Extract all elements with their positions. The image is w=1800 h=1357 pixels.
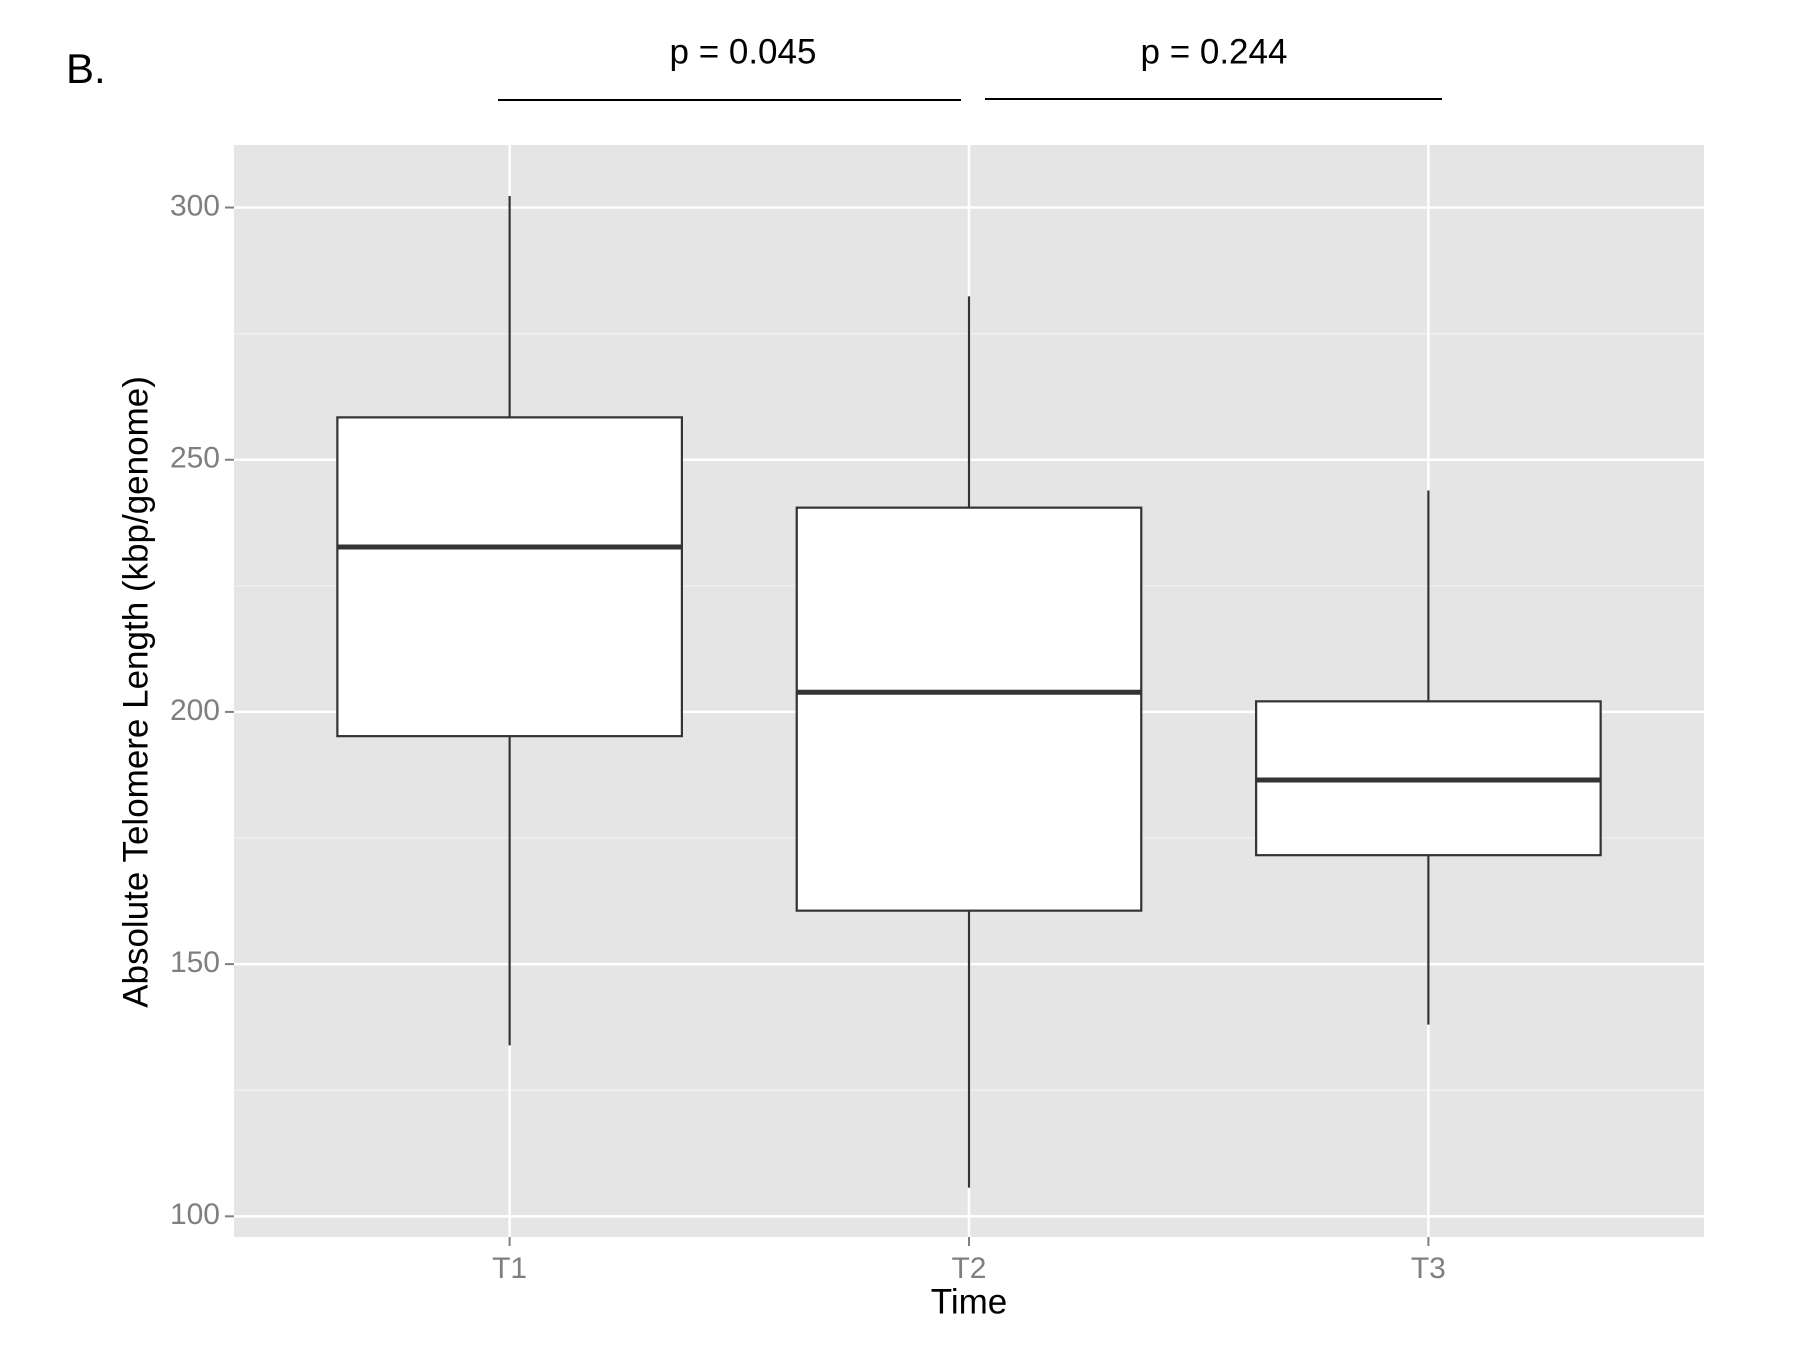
box xyxy=(795,506,1143,912)
y-tick-label: 100 xyxy=(170,1198,220,1231)
box xyxy=(336,416,683,738)
x-tick-label: T2 xyxy=(951,1252,986,1285)
x-axis-label: Time xyxy=(931,1282,1007,1321)
x-tick-label: T3 xyxy=(1411,1252,1446,1285)
y-axis-label: Absolute Telomere Length (kbp/genome) xyxy=(116,376,155,1008)
y-tick-label: 300 xyxy=(170,189,220,222)
annotation: p = 0.045 xyxy=(670,32,817,71)
y-tick-label: 150 xyxy=(170,946,220,979)
x-tick-label: T1 xyxy=(492,1252,527,1285)
annotation: p = 0.244 xyxy=(1141,32,1288,71)
y-tick-label: 200 xyxy=(170,694,220,727)
y-tick-label: 250 xyxy=(170,442,220,475)
panel-label: B. xyxy=(66,45,106,92)
plot: 100 150 200 250 300 T1 T2 T3 xyxy=(170,145,1704,1285)
